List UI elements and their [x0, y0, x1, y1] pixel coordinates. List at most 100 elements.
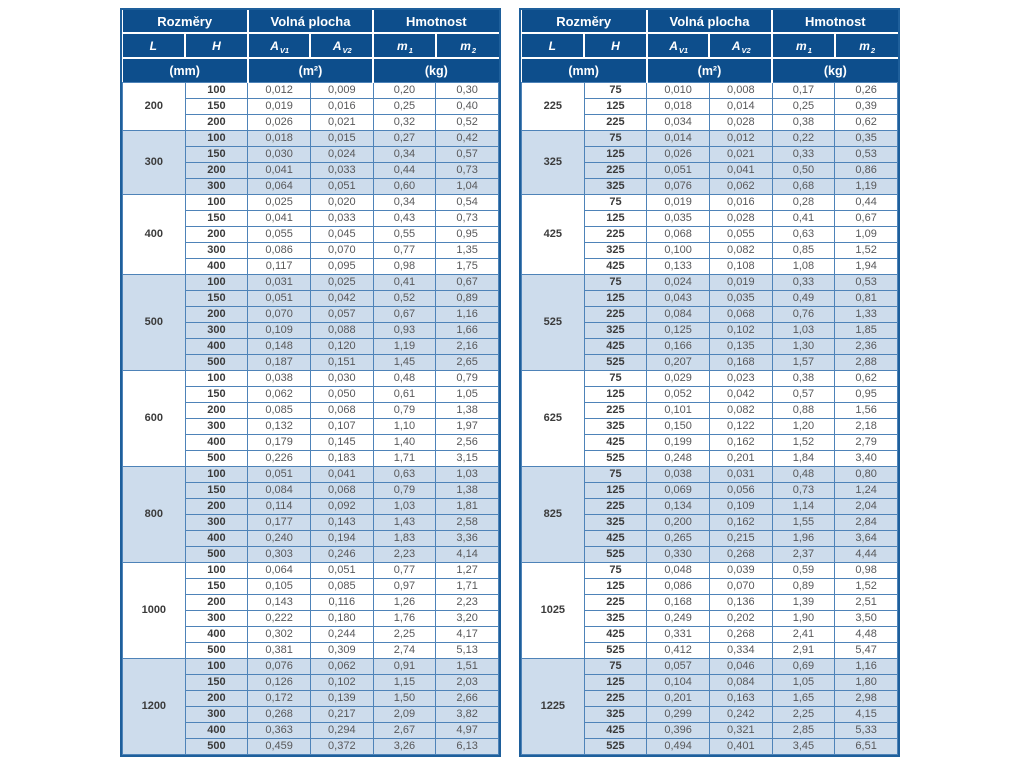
dimension-h-cell: 300 [184, 610, 249, 627]
value-cell: 0,084 [247, 482, 311, 499]
value-cell: 0,25 [771, 98, 836, 115]
value-cell: 1,38 [435, 482, 499, 499]
value-cell: 0,134 [646, 498, 710, 515]
dimension-h-cell: 400 [184, 722, 249, 739]
dimension-h-cell: 100 [184, 658, 249, 675]
value-cell: 0,85 [771, 242, 836, 259]
table-row: 525 0,330 0,268 2,37 4,44 [522, 546, 898, 563]
value-cell: 1,51 [435, 658, 499, 675]
data-table: Rozměry Volná plocha Hmotnost L H AV1 AV… [122, 10, 499, 755]
value-cell: 0,062 [708, 178, 773, 195]
header-col-av1: AV1 [645, 32, 711, 59]
value-cell: 2,66 [435, 690, 499, 707]
value-cell: 0,133 [646, 258, 710, 275]
value-cell: 0,55 [372, 226, 437, 243]
value-cell: 0,030 [309, 370, 374, 387]
value-cell: 1,43 [372, 514, 437, 531]
value-cell: 2,09 [372, 706, 437, 723]
value-cell: 0,80 [834, 466, 898, 483]
value-cell: 0,021 [708, 146, 773, 163]
value-cell: 0,019 [247, 98, 311, 115]
value-cell: 1,15 [372, 674, 437, 691]
unit-mm: (mm) [122, 57, 249, 83]
value-cell: 0,248 [646, 450, 710, 467]
value-cell: 2,74 [372, 642, 437, 659]
dimension-h-cell: 100 [184, 562, 249, 579]
value-cell: 0,020 [309, 194, 374, 211]
value-cell: 1,05 [435, 386, 499, 403]
table-row: 1000 100 0,064 0,051 0,77 1,27 [122, 562, 499, 659]
value-cell: 3,36 [435, 530, 499, 547]
value-cell: 0,372 [309, 738, 374, 755]
header-col-av2: AV2 [309, 32, 375, 59]
value-cell: 0,183 [309, 450, 374, 467]
value-cell: 0,321 [708, 722, 773, 739]
value-cell: 0,187 [247, 354, 311, 371]
value-cell: 5,33 [834, 722, 898, 739]
value-cell: 0,021 [309, 114, 374, 131]
dimension-l-cell: 225 [521, 82, 585, 131]
value-cell: 0,194 [309, 530, 374, 547]
value-cell: 2,04 [834, 498, 898, 515]
value-cell: 1,03 [771, 322, 836, 339]
value-cell: 2,03 [435, 674, 499, 691]
table-row: 500 0,226 0,183 1,71 3,15 [123, 450, 499, 467]
value-cell: 0,86 [834, 162, 898, 179]
value-cell: 0,54 [435, 194, 499, 211]
value-cell: 1,65 [771, 690, 836, 707]
unit-kg: (kg) [372, 57, 499, 83]
value-cell: 5,47 [834, 642, 898, 659]
dimension-h-cell: 325 [583, 322, 648, 339]
value-cell: 1,14 [771, 498, 836, 515]
value-cell: 0,412 [646, 642, 710, 659]
subscript-2: 2 [870, 45, 876, 55]
value-cell: 0,180 [309, 610, 374, 627]
value-cell: 4,44 [834, 546, 898, 563]
value-cell: 0,085 [247, 402, 311, 419]
value-cell: 3,20 [435, 610, 499, 627]
dimension-h-cell: 125 [583, 210, 648, 227]
value-cell: 0,026 [646, 146, 710, 163]
value-cell: 0,102 [309, 674, 374, 691]
value-cell: 0,042 [309, 290, 374, 307]
table-header: Rozměry Volná plocha Hmotnost L H AV1 AV… [521, 10, 898, 83]
value-cell: 0,43 [372, 210, 437, 227]
value-cell: 0,151 [309, 354, 374, 371]
value-cell: 0,61 [372, 386, 437, 403]
value-cell: 0,100 [646, 242, 710, 259]
table-row: 150 0,051 0,042 0,52 0,89 [123, 290, 499, 307]
table-header: Rozměry Volná plocha Hmotnost L H AV1 AV… [122, 10, 499, 83]
dimension-h-cell: 75 [583, 194, 648, 211]
value-cell: 0,95 [834, 386, 898, 403]
value-cell: 0,120 [309, 338, 374, 355]
value-cell: 0,303 [247, 546, 311, 563]
header-col-m1: m1 [771, 32, 836, 59]
value-cell: 2,85 [771, 722, 836, 739]
value-cell: 0,055 [708, 226, 773, 243]
table-row: 200 100 0,012 0,009 0,20 0,30 [122, 82, 499, 131]
value-cell: 0,018 [646, 98, 710, 115]
header-columns-row: L H AV1 AV2 m1 m2 [521, 32, 898, 59]
dimension-h-cell: 325 [583, 514, 648, 531]
dimension-h-cell: 225 [583, 162, 648, 179]
value-cell: 0,179 [247, 434, 311, 451]
value-cell: 0,056 [708, 482, 773, 499]
table-row: 825 75 0,038 0,031 0,48 0,80 [521, 466, 898, 563]
value-cell: 0,401 [708, 738, 773, 755]
unit-m2: (m²) [645, 57, 774, 83]
value-cell: 0,084 [708, 674, 773, 691]
table-row: 425 0,265 0,215 1,96 3,64 [522, 530, 898, 547]
dimension-l-cell: 1000 [122, 562, 186, 659]
value-cell: 1,08 [771, 258, 836, 275]
value-cell: 0,095 [309, 258, 374, 275]
subscript-2: 2 [471, 45, 477, 55]
symbol-a: A [731, 38, 741, 53]
header-col-m2: m2 [833, 32, 898, 59]
value-cell: 0,009 [309, 82, 374, 99]
value-cell: 3,15 [435, 450, 499, 467]
value-cell: 0,494 [646, 738, 710, 755]
value-cell: 0,069 [646, 482, 710, 499]
dimension-h-cell: 75 [583, 658, 648, 675]
dimension-h-cell: 525 [583, 642, 648, 659]
value-cell: 0,249 [646, 610, 710, 627]
